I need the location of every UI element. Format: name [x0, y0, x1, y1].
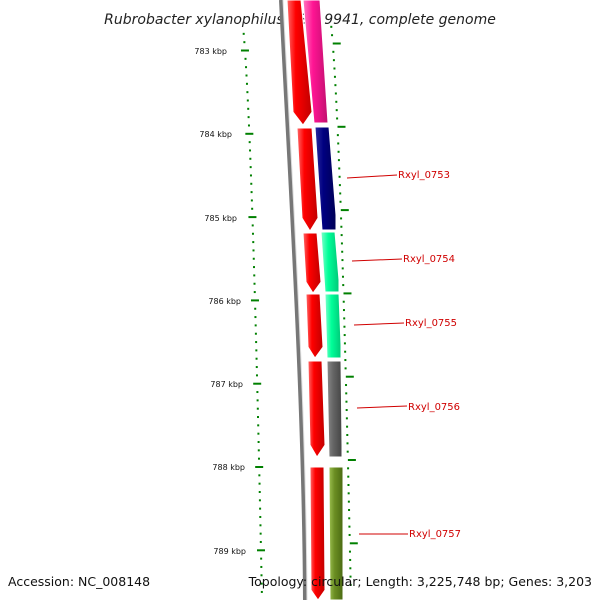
gene-label-Rxyl_0753[interactable]: Rxyl_0753: [398, 170, 450, 181]
reverse-gene[interactable]: [305, 293, 324, 359]
ruler-label-784: 784 kbp: [199, 130, 232, 139]
magenta-gene[interactable]: [302, 0, 329, 124]
gene-Rxyl_0756[interactable]: [326, 360, 343, 458]
reverse-strand-track: [286, 0, 326, 600]
genome-backbone: [279, 0, 307, 600]
gene-Rxyl_0755[interactable]: [324, 293, 342, 359]
ruler-label-783: 783 kbp: [194, 47, 227, 56]
reverse-gene[interactable]: [309, 466, 326, 600]
leader-line: [356, 405, 408, 409]
ruler-label-788: 788 kbp: [212, 463, 245, 472]
leader-line: [346, 174, 398, 179]
ruler-label-785: 785 kbp: [204, 214, 237, 223]
gene-label-Rxyl_0757[interactable]: Rxyl_0757: [409, 529, 461, 540]
ruler-label-789: 789 kbp: [213, 547, 246, 556]
leader-line: [353, 322, 405, 326]
gene-Rxyl_0754[interactable]: [320, 231, 340, 293]
reverse-gene[interactable]: [296, 127, 319, 232]
topology-text: Topology: circular; Length: 3,225,748 bp…: [248, 574, 592, 589]
reverse-gene[interactable]: [302, 232, 322, 294]
reverse-gene[interactable]: [286, 0, 313, 126]
gene-labels: Rxyl_0753 Rxyl_0754 Rxyl_0755 Rxyl_0756 …: [346, 170, 461, 540]
reverse-gene[interactable]: [307, 360, 326, 458]
gene-Rxyl_0757[interactable]: [328, 466, 344, 600]
ruler-label-786: 786 kbp: [208, 297, 241, 306]
gene-Rxyl_0753[interactable]: [314, 126, 337, 231]
ruler-labels: 783 kbp 784 kbp 785 kbp 786 kbp 787 kbp …: [194, 47, 246, 556]
ruler-label-787: 787 kbp: [210, 380, 243, 389]
gene-label-Rxyl_0755[interactable]: Rxyl_0755: [405, 318, 457, 329]
gene-label-Rxyl_0756[interactable]: Rxyl_0756: [408, 402, 460, 413]
genome-backbone-highlight: [282, 0, 308, 600]
gene-label-Rxyl_0754[interactable]: Rxyl_0754: [403, 254, 455, 265]
forward-strand-track: [314, 126, 344, 600]
ruler-ticks: [240, 25, 358, 593]
leader-line: [351, 258, 403, 262]
accession-text: Accession: NC_008148: [8, 574, 151, 589]
